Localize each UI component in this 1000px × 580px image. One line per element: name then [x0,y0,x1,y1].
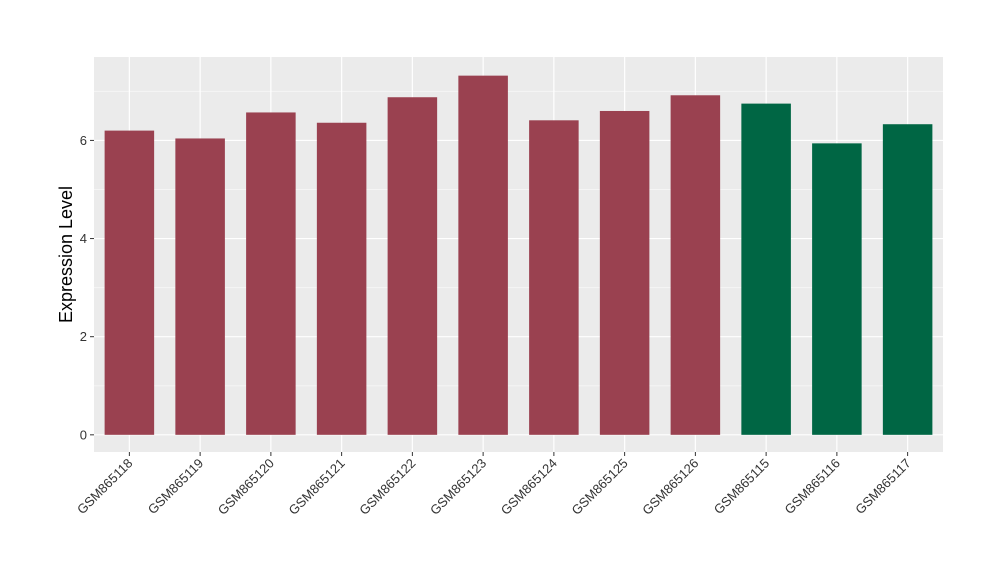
bar-GSM865119 [175,138,225,435]
bar-GSM865120 [246,112,296,435]
bar-GSM865124 [529,120,579,435]
bar-GSM865126 [670,95,721,435]
x-tick-label: GSM865121 [286,456,348,518]
x-tick-label: GSM865119 [145,456,207,518]
bar-GSM865115 [741,103,791,435]
bar-GSM865125 [599,110,650,435]
y-tick-label: 0 [80,427,87,442]
bar-GSM865117 [882,124,933,435]
bars [104,75,933,435]
x-tick-label: GSM865115 [711,456,773,518]
y-tick-label: 4 [80,231,87,246]
y-axis-title: Expression Level [56,186,76,323]
y-axis-ticks: 0 2 4 6 [80,133,94,442]
x-tick-label: GSM865118 [74,456,136,518]
x-axis-ticks: GSM865118 GSM865119 GSM865120 GSM865121 GSM8… [74,452,914,518]
bar-GSM865118 [104,130,155,435]
x-tick-label: GSM865124 [498,456,560,518]
x-tick-label: GSM865126 [639,456,701,518]
x-tick-label: GSM865123 [427,456,489,518]
bar-GSM865122 [387,97,438,435]
x-tick-label: GSM865125 [569,456,631,518]
minor-gridlines [94,90,943,387]
y-tick-label: 2 [80,329,87,344]
bar-GSM865116 [812,143,862,435]
x-tick-label: GSM865117 [852,456,914,518]
bar-GSM865123 [458,75,508,435]
x-tick-label: GSM865116 [781,456,843,518]
y-tick-label: 6 [80,133,87,148]
bar-GSM865121 [316,122,367,435]
x-tick-label: GSM865122 [356,456,418,518]
x-tick-label: GSM865120 [215,456,277,518]
